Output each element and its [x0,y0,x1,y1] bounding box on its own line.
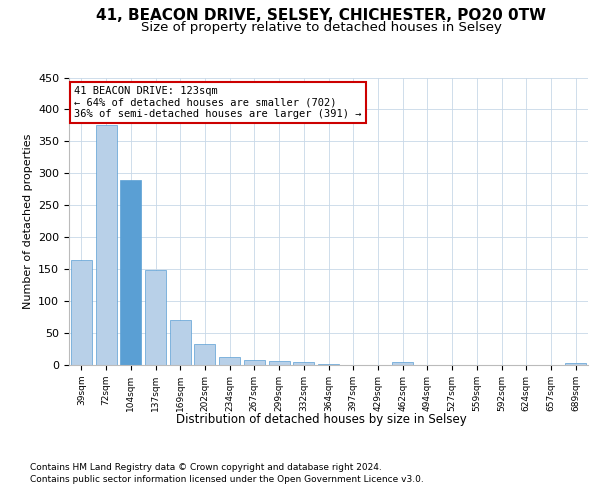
Bar [194,344,215,365]
Text: Contains public sector information licensed under the Open Government Licence v3: Contains public sector information licen… [30,475,424,484]
Bar [318,364,339,365]
Bar [170,320,191,365]
Bar [71,260,92,365]
Text: 41, BEACON DRIVE, SELSEY, CHICHESTER, PO20 0TW: 41, BEACON DRIVE, SELSEY, CHICHESTER, PO… [96,8,546,22]
Bar [565,363,586,365]
Bar [392,362,413,365]
Bar [293,362,314,365]
Bar [219,356,240,365]
Bar [120,180,141,365]
Text: Contains HM Land Registry data © Crown copyright and database right 2024.: Contains HM Land Registry data © Crown c… [30,462,382,471]
Text: Distribution of detached houses by size in Selsey: Distribution of detached houses by size … [176,412,466,426]
Bar [95,126,116,365]
Bar [269,360,290,365]
Text: Size of property relative to detached houses in Selsey: Size of property relative to detached ho… [140,21,502,34]
Y-axis label: Number of detached properties: Number of detached properties [23,134,32,309]
Text: 41 BEACON DRIVE: 123sqm
← 64% of detached houses are smaller (702)
36% of semi-d: 41 BEACON DRIVE: 123sqm ← 64% of detache… [74,86,362,120]
Bar [145,270,166,365]
Bar [244,360,265,365]
